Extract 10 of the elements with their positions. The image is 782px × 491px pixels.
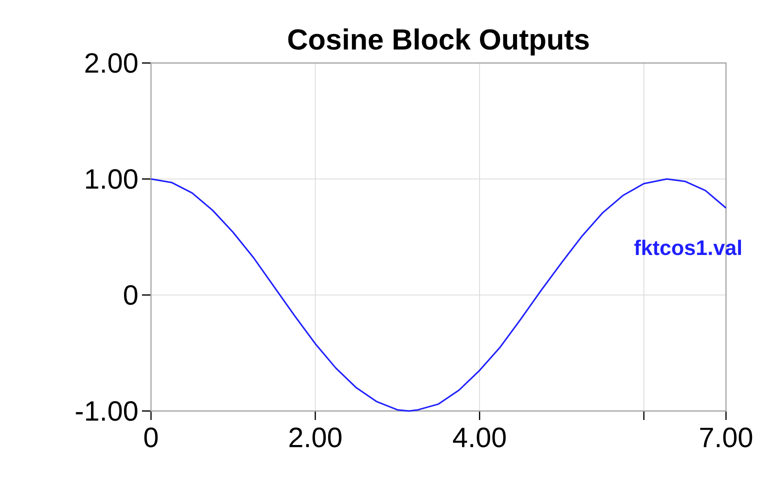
y-tick-label: 1.00 — [86, 169, 138, 189]
x-tick-label: 0 — [144, 428, 158, 448]
x-tick-label: 7.00 — [700, 428, 752, 448]
y-tick-label: -1.00 — [76, 401, 138, 421]
x-tick-label: 4.00 — [452, 428, 506, 448]
y-tick-label: 2.00 — [85, 53, 138, 73]
chart-title: Cosine Block Outputs — [288, 28, 589, 56]
series-label: fktcos1.val — [634, 240, 741, 256]
y-tick-label: 0 — [124, 285, 138, 305]
x-tick-label: 2.00 — [289, 428, 342, 448]
